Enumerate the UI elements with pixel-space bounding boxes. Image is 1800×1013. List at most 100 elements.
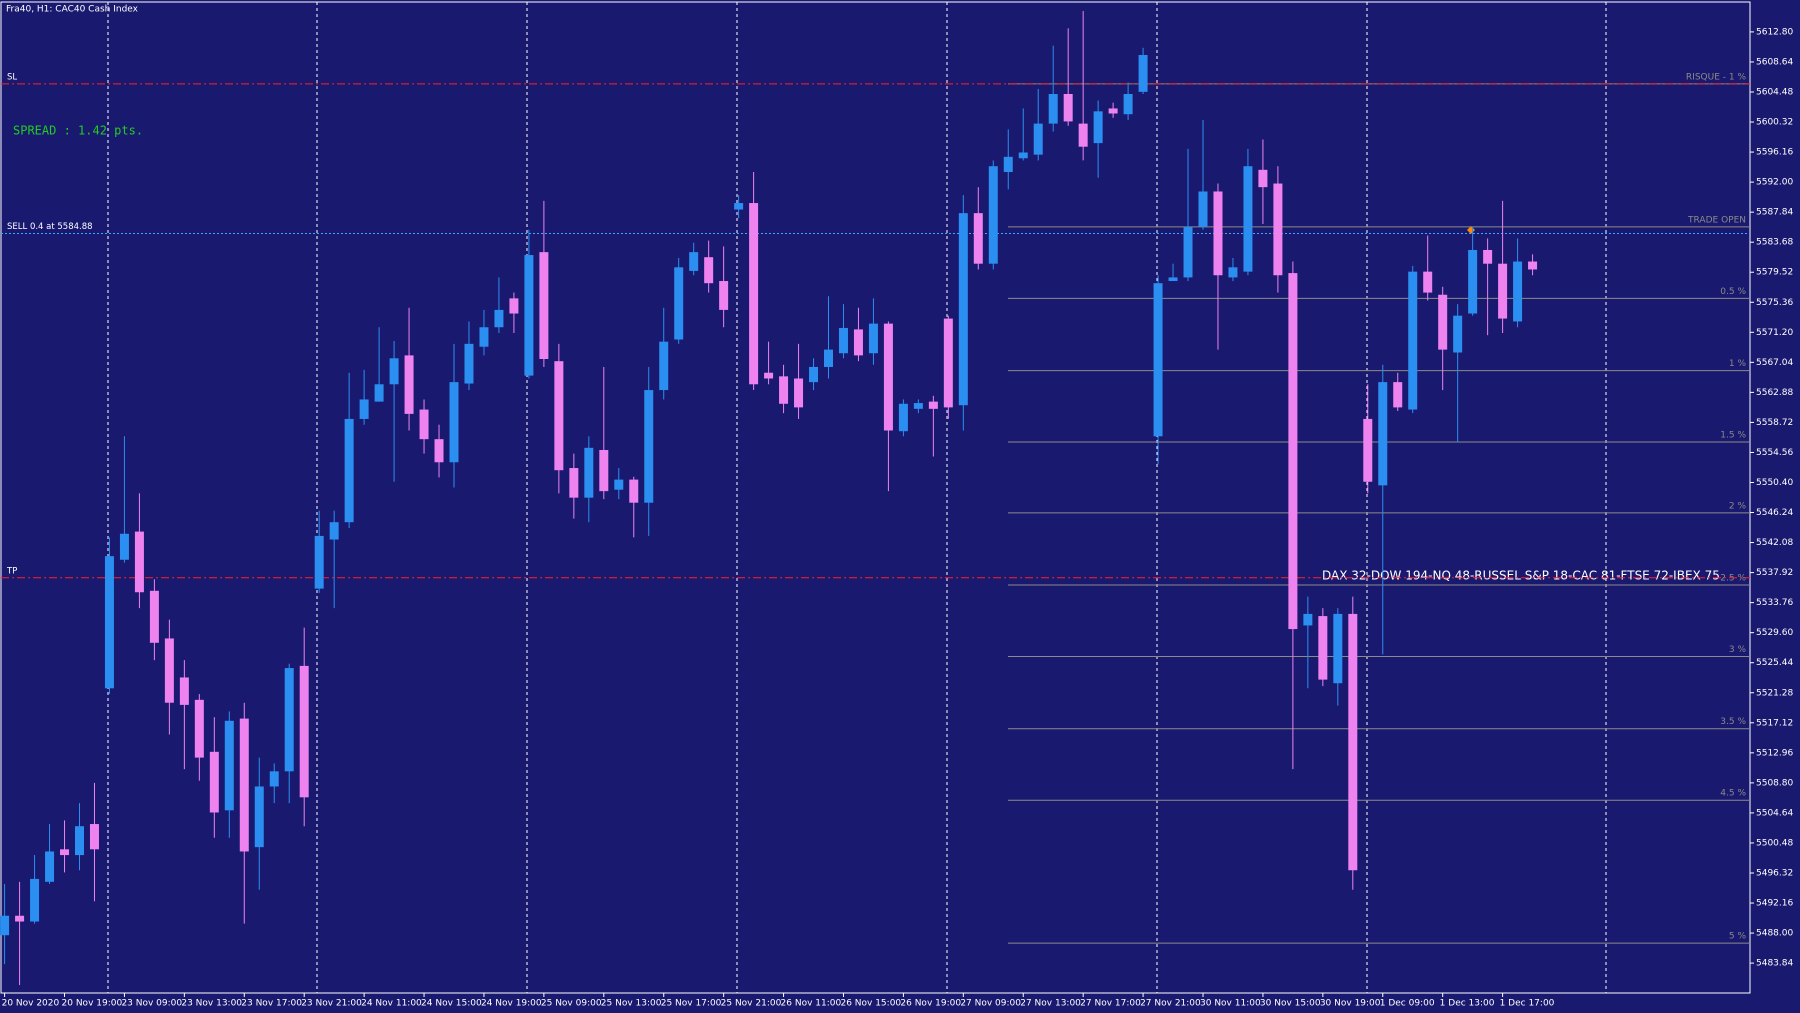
candle-body — [883, 323, 893, 431]
x-tick-label: 27 Nov 09:00 — [960, 999, 1021, 1009]
x-tick-label: 24 Nov 11:00 — [361, 999, 422, 1009]
x-tick-label: 20 Nov 19:00 — [62, 999, 123, 1009]
y-tick-label: 5525.44 — [1756, 658, 1793, 668]
x-tick-label: 23 Nov 21:00 — [301, 999, 362, 1009]
candle-body — [838, 327, 848, 354]
candle-body — [1153, 283, 1163, 437]
candle-body — [30, 878, 40, 922]
candle-body — [853, 329, 863, 356]
candle-body — [524, 255, 534, 376]
candle-body — [374, 384, 384, 402]
y-tick-label: 5604.48 — [1756, 87, 1793, 97]
candle-body — [254, 786, 264, 848]
candle-body — [1483, 249, 1493, 264]
y-tick-label: 5600.32 — [1756, 118, 1793, 128]
candle-body — [344, 418, 354, 523]
candle-body — [134, 531, 144, 593]
candle-body — [179, 677, 189, 705]
y-tick-label: 5496.32 — [1756, 868, 1793, 878]
x-tick-label: 23 Nov 17:00 — [241, 999, 302, 1009]
candle-body — [689, 252, 699, 271]
candle-body — [1033, 123, 1043, 155]
x-tick-label: 1 Dec 09:00 — [1380, 999, 1435, 1009]
candle-body — [644, 390, 654, 503]
candle-body — [1213, 191, 1223, 276]
candle-body — [329, 522, 339, 540]
price-line-label: SL — [7, 72, 17, 82]
candle-body — [973, 213, 983, 264]
candle-body — [104, 556, 114, 689]
y-tick-label: 5596.16 — [1756, 148, 1793, 158]
candle-body — [1498, 263, 1508, 319]
candle-body — [1438, 294, 1448, 350]
candle-body — [1078, 123, 1088, 147]
candle-body — [539, 252, 549, 360]
chart-title: Fra40, H1: CAC40 Cash Index — [6, 5, 139, 15]
candle-body — [479, 327, 489, 347]
y-tick-label: 5583.68 — [1756, 238, 1793, 248]
candle-body — [224, 720, 234, 811]
level-label: 2 % — [1729, 501, 1747, 511]
y-tick-label: 5517.12 — [1756, 718, 1793, 728]
candle-body — [913, 403, 923, 409]
candle-body — [15, 915, 25, 922]
x-tick-label: 25 Nov 09:00 — [541, 999, 602, 1009]
y-tick-label: 5592.00 — [1756, 178, 1793, 188]
candle-body — [1348, 613, 1358, 871]
price-line-label: SELL 0.4 at 5584.88 — [7, 222, 93, 232]
candle-body — [1273, 183, 1283, 276]
candle-body — [988, 166, 998, 264]
y-tick-label: 5521.28 — [1756, 688, 1793, 698]
candle-body — [239, 718, 249, 852]
candle-body — [1063, 94, 1073, 122]
candle-body — [449, 382, 459, 463]
y-tick-label: 5546.24 — [1756, 508, 1793, 518]
price-line-label: TP — [6, 566, 17, 576]
candle-body — [1303, 613, 1313, 626]
x-tick-label: 1 Dec 17:00 — [1500, 999, 1555, 1009]
y-tick-label: 5579.52 — [1756, 268, 1793, 278]
candle-body — [629, 479, 639, 503]
candle-body — [809, 366, 819, 383]
x-tick-label: 26 Nov 19:00 — [900, 999, 961, 1009]
spread-label: SPREAD : 1.42 pts. — [13, 124, 143, 138]
x-tick-label: 20 Nov 2020 — [2, 999, 60, 1009]
candle-body — [299, 665, 309, 798]
candle-body — [434, 439, 444, 463]
y-tick-label: 5488.00 — [1756, 929, 1793, 939]
candle-body — [554, 361, 564, 471]
y-tick-label: 5567.04 — [1756, 358, 1793, 368]
x-tick-label: 27 Nov 13:00 — [1020, 999, 1081, 1009]
candle-body — [494, 309, 504, 328]
x-tick-label: 27 Nov 21:00 — [1140, 999, 1201, 1009]
candle-body — [1393, 382, 1403, 408]
candle-body — [734, 203, 744, 210]
candle-body — [704, 257, 714, 284]
y-tick-label: 5508.80 — [1756, 778, 1793, 788]
x-tick-label: 26 Nov 15:00 — [840, 999, 901, 1009]
level-label: 0.5 % — [1720, 287, 1746, 297]
candle-body — [1453, 315, 1463, 353]
y-tick-label: 5529.60 — [1756, 628, 1793, 638]
candle-body — [209, 751, 219, 813]
candle-body — [674, 267, 684, 340]
y-tick-label: 5550.40 — [1756, 478, 1793, 488]
candle-body — [659, 341, 669, 391]
level-label: 1 % — [1729, 359, 1747, 369]
candle-body — [1468, 249, 1478, 314]
candle-body — [194, 699, 204, 758]
x-tick-label: 26 Nov 11:00 — [781, 999, 842, 1009]
candle-body — [509, 298, 519, 314]
y-tick-label: 5542.08 — [1756, 538, 1793, 548]
y-tick-label: 5562.88 — [1756, 388, 1793, 398]
y-tick-label: 5571.20 — [1756, 328, 1793, 338]
candle-body — [1258, 169, 1268, 188]
level-label: 1.5 % — [1720, 431, 1746, 441]
candle-body — [1198, 191, 1208, 227]
x-tick-label: 23 Nov 13:00 — [181, 999, 242, 1009]
candle-body — [164, 638, 174, 703]
level-label: 5 % — [1729, 932, 1747, 942]
candle-body — [599, 449, 609, 492]
